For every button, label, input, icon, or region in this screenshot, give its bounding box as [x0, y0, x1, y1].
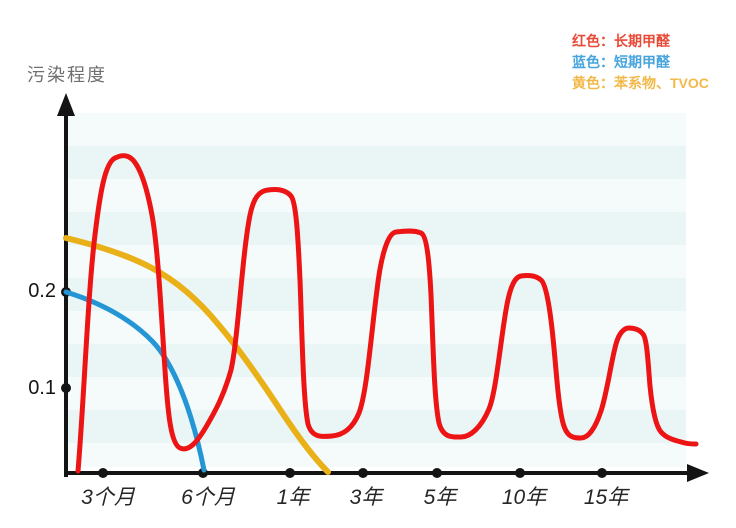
x-tick-dot-3y	[358, 468, 368, 478]
y-axis-title: 污染程度	[27, 65, 107, 85]
x-tick-label-10y: 10年	[501, 486, 547, 509]
x-tick-dot-3m	[98, 468, 108, 478]
x-tick-dot-15y	[597, 468, 607, 478]
x-tick-dot-10y	[515, 468, 525, 478]
x-tick-label-3y: 3年	[349, 486, 383, 509]
axes-group	[57, 93, 709, 482]
y-axis-arrow-icon	[57, 93, 75, 116]
x-tick-dot-1y	[285, 468, 295, 478]
y-tick-label-0-1: 0.1	[28, 377, 56, 399]
legend: 红色：长期甲醛 蓝色：短期甲醛 黄色：苯系物、TVOC	[572, 31, 709, 94]
x-tick-dot-5y	[432, 468, 442, 478]
legend-item-benzene-tvoc: 黄色：苯系物、TVOC	[572, 75, 709, 91]
x-tick-label-15y: 15年	[583, 486, 629, 509]
x-tick-label-6m: 6个月	[181, 486, 235, 509]
x-axis-arrow-icon	[687, 464, 709, 482]
legend-item-long-term-formaldehyde: 红色：长期甲醛	[572, 33, 670, 49]
series-benzene-tvoc-line	[63, 235, 331, 475]
x-tick-label-1y: 1年	[276, 486, 310, 509]
x-tick-label-5y: 5年	[423, 486, 457, 509]
y-tick-label-0-2: 0.2	[28, 280, 56, 302]
y-tick-dot-01	[61, 383, 71, 393]
series-long-term-formaldehyde-line	[75, 153, 699, 474]
x-tick-label-3m: 3个月	[81, 486, 135, 509]
legend-item-short-term-formaldehyde: 蓝色：短期甲醛	[572, 54, 670, 70]
